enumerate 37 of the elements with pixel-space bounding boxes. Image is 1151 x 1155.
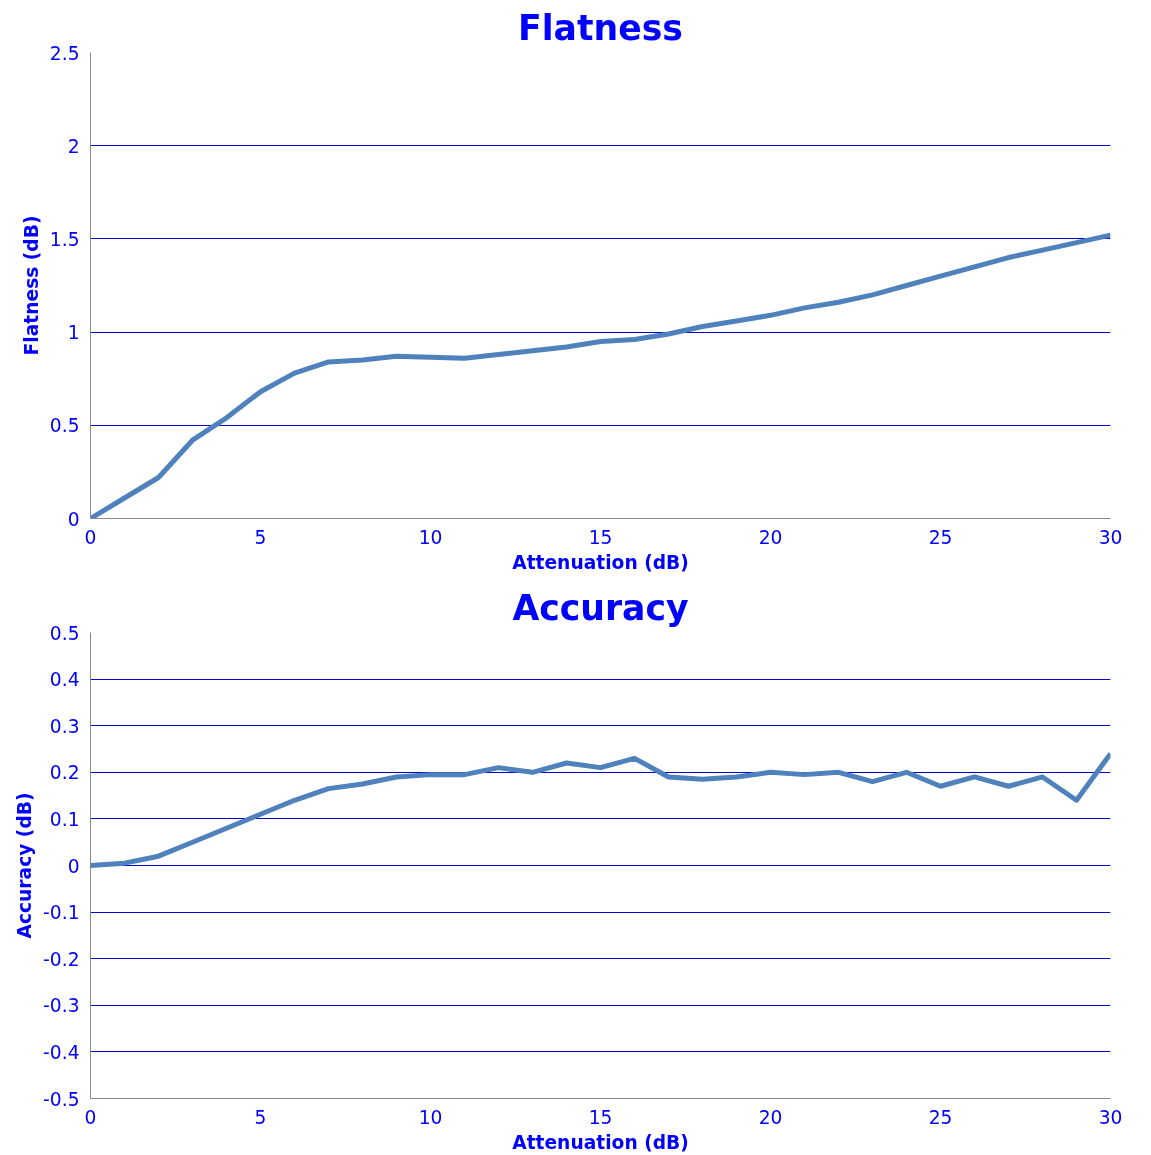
x-tick-label: 20 [758, 526, 783, 548]
x-tick-label: 15 [588, 526, 613, 548]
y-tick-label: 0 [67, 855, 80, 877]
y-tick-label: -0.5 [43, 1088, 80, 1110]
chart-title: Flatness [518, 7, 683, 48]
y-tick-label: -0.3 [43, 995, 80, 1017]
y-tick-label: 0.2 [49, 762, 80, 784]
y-tick-label: 0.1 [49, 808, 80, 830]
x-tick-label: 25 [928, 526, 953, 548]
x-tick-label: 0 [84, 1106, 97, 1128]
x-tick-label: 10 [418, 1106, 443, 1128]
y-tick-label: -0.4 [43, 1041, 80, 1063]
chart-title: Accuracy [512, 587, 689, 628]
y-tick-label: 2 [67, 135, 80, 157]
y-tick-label: 1.5 [49, 228, 80, 250]
y-tick-label: 0.5 [49, 415, 80, 437]
x-tick-label: 15 [588, 1106, 613, 1128]
x-tick-label: 5 [254, 526, 267, 548]
x-tick-label: 25 [928, 1106, 953, 1128]
x-axis-title: Attenuation (dB) [512, 551, 689, 573]
x-axis-title: Attenuation (dB) [512, 1131, 689, 1153]
x-tick-label: 20 [758, 1106, 783, 1128]
y-axis-title: Accuracy (dB) [14, 792, 36, 939]
y-tick-label: -0.2 [43, 948, 80, 970]
y-tick-label: 2.5 [49, 42, 80, 64]
y-tick-label: 0.4 [49, 669, 80, 691]
x-tick-label: 5 [254, 1106, 267, 1128]
y-tick-label: 0.5 [49, 622, 80, 644]
x-tick-label: 30 [1098, 1106, 1123, 1128]
y-tick-label: 0.3 [49, 715, 80, 737]
y-axis-title: Flatness (dB) [20, 215, 42, 356]
x-tick-label: 30 [1098, 526, 1123, 548]
x-tick-label: 0 [84, 526, 97, 548]
y-tick-label: -0.1 [43, 902, 80, 924]
y-tick-label: 0 [67, 508, 80, 530]
x-tick-label: 10 [418, 526, 443, 548]
y-tick-label: 1 [67, 322, 80, 344]
